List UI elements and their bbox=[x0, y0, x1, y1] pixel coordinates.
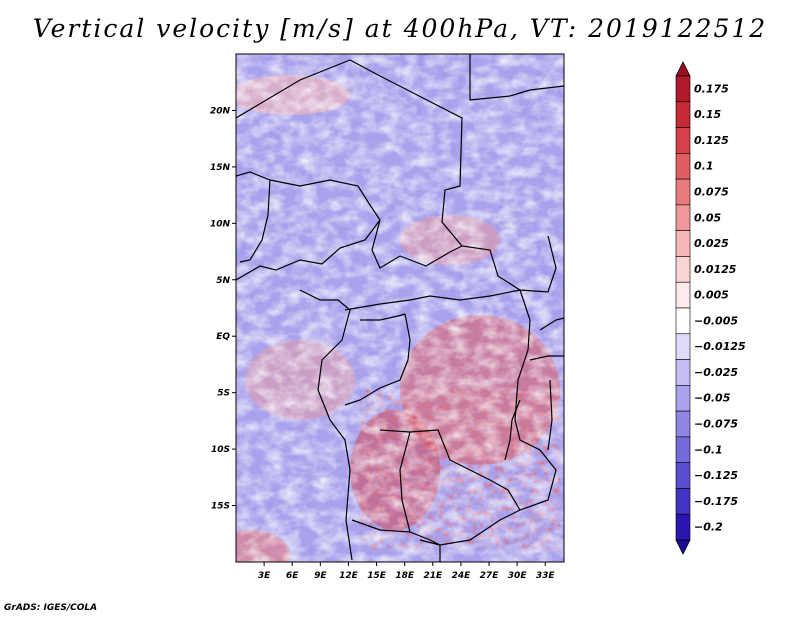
lon-tick-label: 3E bbox=[258, 571, 271, 581]
lat-tick-label: 5S bbox=[217, 389, 230, 399]
lat-tick-label: EQ bbox=[216, 332, 230, 342]
colorbar-segment bbox=[675, 385, 691, 412]
colorbar-label: −0.2 bbox=[694, 521, 723, 534]
map-title: Vertical velocity [m/s] at 400hPa, VT: 2… bbox=[32, 14, 768, 43]
lat-tick-label: 15N bbox=[210, 163, 231, 173]
colorbar-segment bbox=[675, 410, 691, 438]
longitude-axis: 3E 6E 9E 12E 15E 18E 21E 24E 27E 30E 33E bbox=[258, 562, 556, 581]
lat-tick-label: 5N bbox=[216, 276, 230, 286]
lon-tick-label: 33E bbox=[536, 571, 556, 581]
colorbar-segment bbox=[675, 462, 691, 489]
colorbar-top-arrow bbox=[675, 61, 691, 77]
colorbar-segment bbox=[675, 230, 691, 257]
colorbar-label: 0.075 bbox=[694, 186, 729, 199]
colorbar-label: −0.0125 bbox=[694, 340, 746, 353]
colorbar-segment bbox=[675, 488, 691, 515]
latitude-axis: 20N 15N 10N 5N EQ 5S 10S 15S bbox=[210, 106, 236, 512]
lon-tick-label: 6E bbox=[286, 571, 299, 581]
lon-tick-label: 18E bbox=[395, 571, 415, 581]
colorbar-label: 0.025 bbox=[694, 237, 729, 250]
colorbar-label: 0.15 bbox=[694, 108, 721, 121]
colorbar-segment bbox=[675, 436, 691, 463]
colorbar-segment bbox=[675, 333, 691, 360]
colorbar-label: 0.125 bbox=[694, 134, 729, 147]
lon-tick-label: 24E bbox=[452, 571, 472, 581]
colorbar-label: −0.025 bbox=[694, 366, 738, 379]
colorbar-bottom-arrow bbox=[675, 539, 691, 555]
colorbar-label: 0.1 bbox=[694, 160, 714, 173]
lon-tick-label: 27E bbox=[480, 571, 500, 581]
colorbar-segment bbox=[675, 281, 691, 309]
colorbar-label: −0.05 bbox=[694, 392, 731, 405]
vertical-velocity-field bbox=[236, 54, 564, 562]
colorbar-segment bbox=[675, 359, 691, 386]
lat-tick-label: 10S bbox=[211, 445, 230, 455]
colorbar-segment bbox=[675, 127, 691, 154]
grads-credit: GrADS: IGES/COLA bbox=[4, 603, 98, 613]
colorbar-segment bbox=[675, 101, 691, 128]
lon-tick-label: 30E bbox=[508, 571, 528, 581]
colorbar-label: −0.075 bbox=[694, 418, 738, 431]
colorbar-segment bbox=[675, 256, 691, 283]
colorbar-label: 0.05 bbox=[694, 211, 721, 224]
colorbar-segment bbox=[675, 513, 691, 541]
colorbar-segment bbox=[675, 204, 691, 231]
lon-tick-label: 9E bbox=[314, 571, 327, 581]
colorbar-label: 0.0125 bbox=[694, 263, 737, 276]
colorbar: 0.175 0.15 0.125 0.1 0.075 0.05 0.025 0.0125 0.0… bbox=[675, 61, 746, 555]
lat-tick-label: 15S bbox=[211, 502, 230, 512]
lon-tick-label: 12E bbox=[339, 571, 359, 581]
colorbar-label: −0.175 bbox=[694, 495, 738, 508]
colorbar-label: −0.125 bbox=[694, 469, 738, 482]
lat-tick-label: 10N bbox=[210, 219, 231, 229]
colorbar-segment bbox=[675, 178, 691, 206]
colorbar-segment bbox=[675, 307, 691, 335]
colorbar-segment bbox=[675, 75, 691, 103]
colorbar-label: −0.1 bbox=[694, 443, 723, 456]
colorbar-label: 0.005 bbox=[694, 289, 729, 302]
lon-tick-label: 21E bbox=[423, 571, 443, 581]
colorbar-label: 0.175 bbox=[694, 82, 729, 95]
lon-tick-label: 15E bbox=[367, 571, 387, 581]
colorbar-segment bbox=[675, 153, 691, 180]
lat-tick-label: 20N bbox=[210, 106, 231, 116]
colorbar-label: −0.005 bbox=[694, 314, 738, 327]
